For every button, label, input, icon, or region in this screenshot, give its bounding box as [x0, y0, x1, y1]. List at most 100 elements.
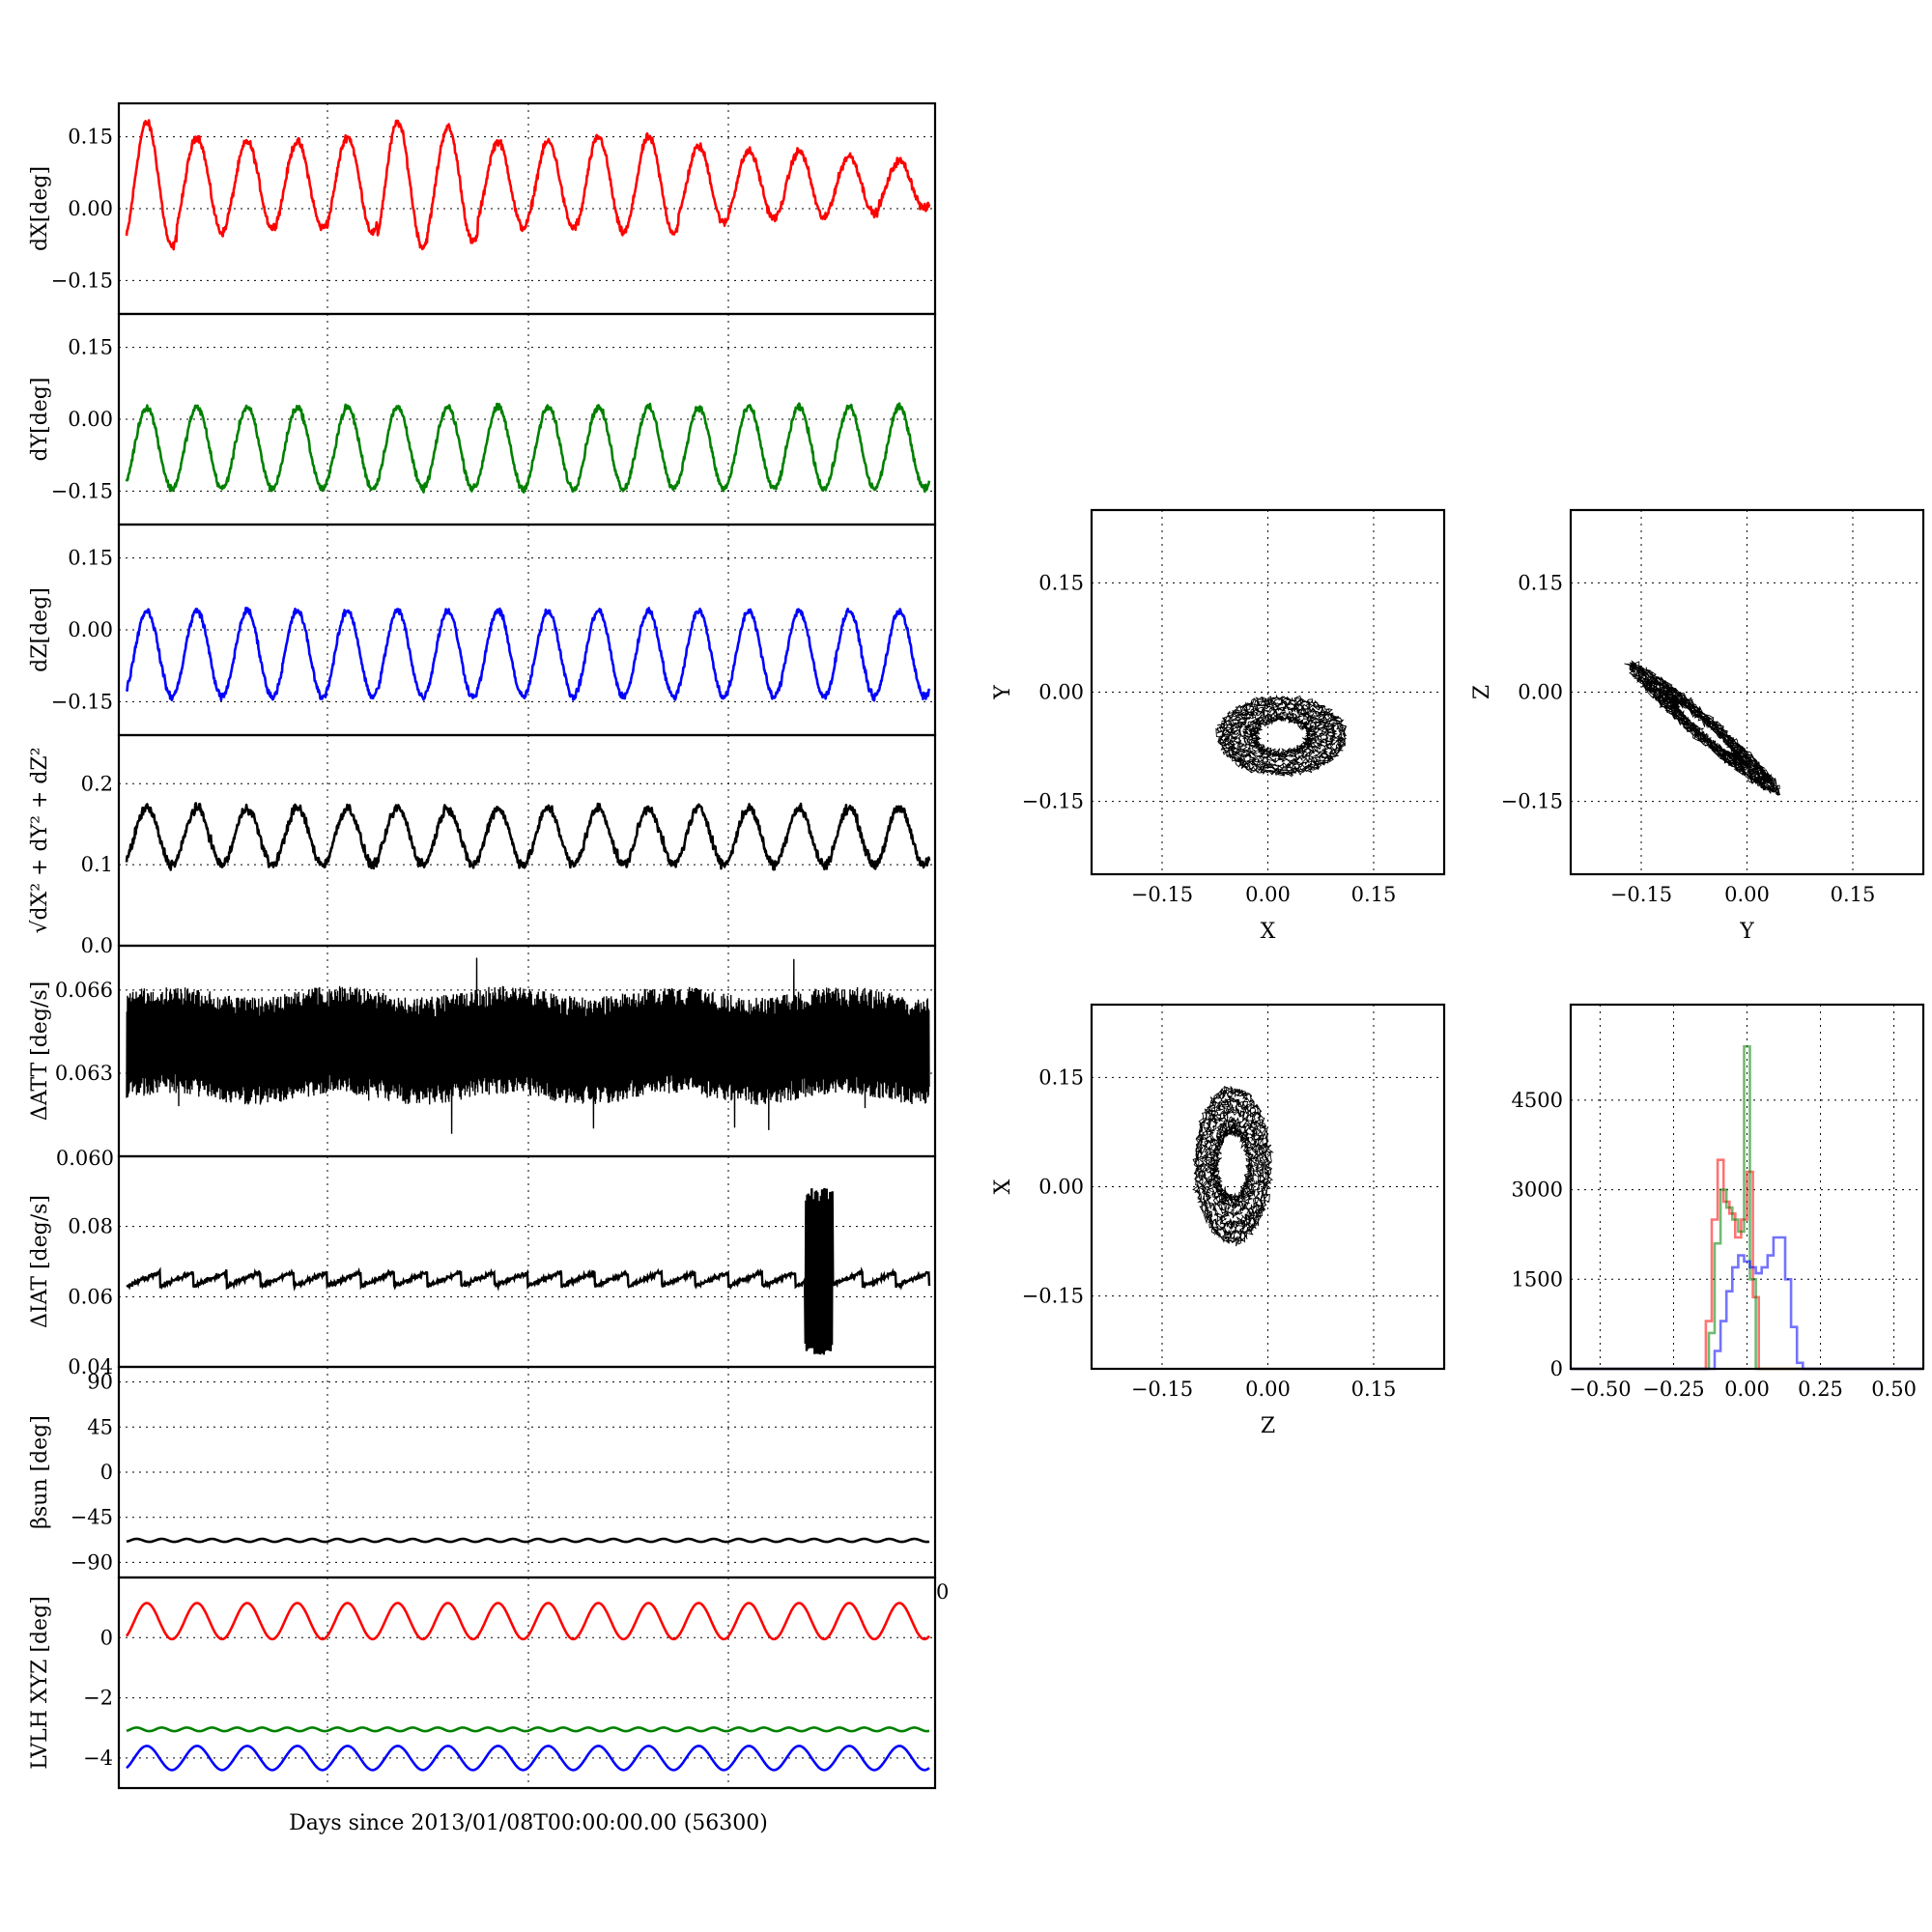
y-tick-label: −0.15: [1501, 790, 1563, 813]
timeseries-panel-6: 0.08 0.06 0.04 ΔIAT [deg/s]: [28, 1154, 937, 1378]
y-tick-label: 0.066: [55, 979, 113, 1002]
series-line-1: [125, 802, 931, 871]
y-tick-label: −0.15: [51, 690, 113, 713]
series-line-1: [125, 119, 931, 251]
trajectory-line: [1215, 694, 1348, 778]
hist-series-2: [1571, 1045, 1923, 1371]
panel-frame: [1569, 508, 1925, 876]
bottom-x-axis-label: Days since 2013/01/08T00:00:00.00 (56300…: [289, 1811, 768, 1835]
y-tick-label: 0.15: [68, 547, 113, 570]
panel-frame: [1090, 508, 1446, 876]
x-tick-label: −0.50: [1569, 1378, 1631, 1401]
hist-series-3: [1571, 1236, 1923, 1371]
x-axis-label: Z: [1261, 1414, 1275, 1438]
y-axis-label: βsun [deg]: [28, 1415, 52, 1529]
x-tick-label: 0.00: [1245, 1378, 1291, 1401]
series-sawtooth: [126, 1187, 931, 1355]
y-tick-label: 4500: [1512, 1089, 1563, 1112]
panel-frame: [117, 1576, 937, 1790]
y-axis-label: dX[deg]: [28, 166, 52, 251]
y-tick-label: −4: [83, 1747, 113, 1770]
x-tick-label: −0.15: [1610, 883, 1672, 906]
y-axis-label: dZ[deg]: [28, 587, 52, 672]
y-tick-label: 0.15: [1518, 571, 1563, 594]
y-tick-label: 0.08: [68, 1215, 113, 1238]
trajectory-line: [1624, 660, 1781, 796]
y-tick-label: 0.2: [81, 772, 113, 795]
x-tick-label: 0.50: [1871, 1378, 1917, 1401]
y-tick-label: −0.15: [51, 479, 113, 502]
histogram-panel: −0.50 −0.25 0.00 0.25 0.50 0 1500 3000 4500: [1512, 1003, 1925, 1401]
overlap-tick-label: 0.060: [56, 1147, 114, 1170]
y-tick-label: −0.15: [1022, 1285, 1084, 1308]
x-tick-label: 0.25: [1798, 1378, 1843, 1401]
y-tick-label: 0.04: [68, 1355, 113, 1378]
y-tick-label: 0.00: [68, 408, 113, 431]
x-axis-label: X: [1261, 920, 1276, 944]
y-tick-label: 0: [100, 1461, 113, 1484]
y-tick-label: 0.1: [81, 853, 113, 876]
y-axis-label: X: [991, 1179, 1015, 1194]
x-tick-label: 0.15: [1351, 883, 1397, 906]
y-tick-label: 0: [100, 1626, 113, 1649]
series-line-1: [125, 1602, 930, 1641]
y-tick-label: 0.00: [68, 618, 113, 641]
y-axis-label: √dX² + dY² + dZ²: [28, 747, 52, 933]
series-line-1: [125, 402, 931, 494]
timeseries-panel-3: 0.15 0.00 −0.15 dZ[deg]: [28, 523, 937, 737]
y-tick-label: 0.15: [68, 126, 113, 149]
x-tick-label: −0.15: [1131, 883, 1193, 906]
y-tick-label: −0.15: [1022, 790, 1084, 813]
panel-frame: [1569, 1003, 1925, 1371]
x-tick-label: 0.00: [1724, 1378, 1770, 1401]
corner-tick-label: 0: [936, 1580, 949, 1604]
y-tick-label: 45: [87, 1415, 113, 1438]
scatter-panel-2: −0.15 −0.15 0.00 0.00 0.15 0.15 Y Z: [1470, 508, 1925, 944]
x-tick-label: 0.00: [1245, 883, 1291, 906]
y-tick-label: 0.0: [81, 934, 113, 957]
x-tick-label: 0.15: [1351, 1378, 1397, 1401]
y-axis-label: dY[deg]: [28, 378, 52, 462]
y-tick-label: 0.15: [1038, 571, 1084, 594]
panels: 0.150.00−0.15dX[deg]0.150.00−0.15dY[deg]…: [28, 101, 1925, 1790]
series-line-1: [125, 606, 931, 702]
x-tick-label: −0.15: [1131, 1378, 1193, 1401]
y-axis-label: ΔIAT [deg/s]: [28, 1195, 52, 1328]
y-tick-label: 0.00: [1038, 1176, 1084, 1199]
x-tick-label: 0.00: [1724, 883, 1770, 906]
y-axis-label: Z: [1470, 685, 1494, 699]
y-tick-label: 0.063: [55, 1062, 113, 1085]
y-tick-label: 0.15: [1038, 1065, 1084, 1089]
timeseries-panel-4: 0.2 0.1 0.0 √dX² + dY² + dZ²: [28, 733, 937, 957]
y-tick-label: −90: [71, 1550, 113, 1574]
y-tick-label: 1500: [1512, 1267, 1563, 1291]
y-tick-label: 0.15: [68, 336, 113, 359]
x-tick-label: −0.25: [1642, 1378, 1704, 1401]
trajectory-line: [1192, 1085, 1274, 1247]
x-axis-label: Y: [1739, 920, 1754, 944]
y-tick-label: 0: [1550, 1357, 1563, 1380]
y-tick-label: 0.00: [1518, 681, 1563, 704]
y-tick-label: −0.15: [51, 269, 113, 292]
series-line-1: [126, 1537, 930, 1544]
y-axis-label: ΔATT [deg/s]: [28, 981, 52, 1121]
series-line-2: [126, 1726, 930, 1733]
y-tick-label: −45: [71, 1506, 113, 1529]
y-tick-label: 0.00: [68, 197, 113, 220]
y-tick-label: 3000: [1512, 1179, 1563, 1202]
timeseries-panel-2: 0.15 0.00 −0.15 dY[deg]: [28, 312, 937, 526]
series-line-3: [126, 1745, 930, 1772]
scatter-panel-1: −0.15 −0.15 0.00 0.00 0.15 0.15 X Y: [991, 508, 1446, 944]
timeseries-panel-8: 0 −2 −4 LVLH XYZ [deg]: [28, 1576, 937, 1790]
x-tick-label: 0.15: [1831, 883, 1876, 906]
timeseries-panel-7: 90 45 0 −45 −90 βsun [deg]: [28, 1365, 937, 1579]
y-axis-label: LVLH XYZ [deg]: [28, 1596, 52, 1770]
scatter-panel-3: −0.15 −0.15 0.00 0.00 0.15 0.15 Z X: [991, 1003, 1446, 1438]
series-band: [126, 957, 930, 1134]
y-tick-label: 0.06: [68, 1285, 113, 1308]
panel-frame: [1090, 1003, 1446, 1371]
y-tick-label: −2: [83, 1687, 113, 1710]
y-axis-label: Y: [991, 685, 1015, 700]
